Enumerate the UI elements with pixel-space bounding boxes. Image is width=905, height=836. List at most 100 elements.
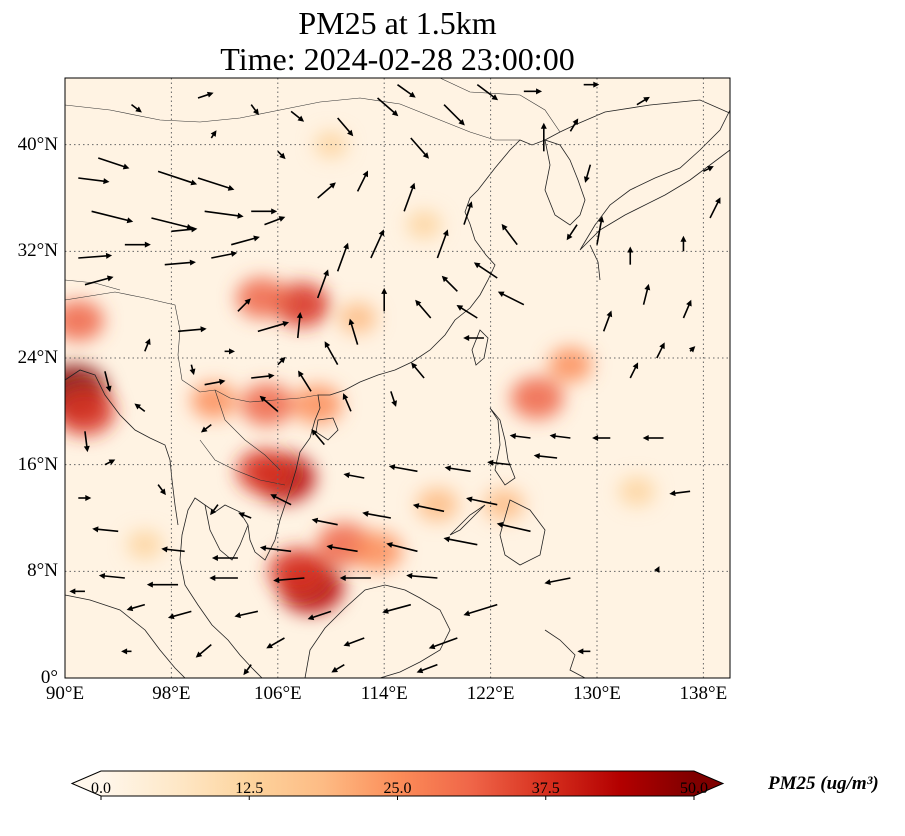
island-taiwan	[471, 329, 489, 366]
wind-arrow	[251, 373, 275, 380]
colorbar-min-extend	[72, 771, 101, 796]
wind-arrow	[250, 104, 259, 116]
wind-arrow	[171, 226, 198, 233]
wind-arrow	[259, 545, 292, 553]
island-mindanao	[499, 499, 546, 566]
wind-arrow	[680, 235, 687, 252]
latitude-tick-label: 24°N	[17, 347, 58, 368]
pm25-hotspot	[65, 387, 115, 436]
wind-arrow	[636, 96, 650, 106]
longitude-tick-label: 114°E	[360, 683, 408, 704]
wind-arrow	[410, 137, 429, 159]
island-palawan	[449, 504, 486, 536]
wind-arrow	[317, 182, 336, 199]
wind-arrow	[78, 252, 113, 259]
pm25-hotspot	[236, 449, 293, 494]
wind-arrow	[277, 356, 286, 366]
wind-arrow	[703, 166, 714, 173]
pm25-hotspot	[483, 488, 524, 521]
wind-arrow	[388, 464, 418, 473]
wind-arrow	[403, 182, 416, 212]
wind-arrow	[441, 275, 458, 292]
wind-arrow	[501, 223, 518, 246]
wind-arrow	[456, 305, 478, 319]
wind-arrow	[270, 494, 292, 506]
wind-arrow	[237, 298, 251, 312]
wind-arrow	[436, 229, 449, 259]
wind-arrow	[487, 459, 511, 466]
coastline-bay-of-bengal	[65, 369, 179, 526]
wind-arrow	[709, 197, 721, 219]
wind-arrow	[566, 224, 578, 241]
wind-arrow	[669, 490, 691, 497]
wind-arrow	[654, 566, 660, 573]
wind-arrow	[144, 338, 151, 352]
longitude-tick-label: 130°E	[573, 683, 621, 704]
wind-arrow	[544, 577, 571, 585]
wind-arrow	[234, 610, 259, 619]
wind-arrow	[463, 201, 473, 225]
wind-arrow	[224, 348, 235, 355]
border-india-china	[65, 291, 183, 381]
pm25-hotspot	[338, 302, 377, 334]
island-sumatra	[65, 594, 186, 678]
wind-arrow	[69, 588, 85, 595]
pm25-hotspot	[65, 300, 104, 342]
wind-arrow	[336, 242, 349, 272]
wind-arrow	[211, 555, 238, 561]
wind-arrow	[415, 299, 432, 319]
island-borneo	[304, 584, 451, 678]
wind-arrow	[98, 573, 125, 579]
wind-arrow	[343, 472, 365, 479]
longitude-tick-label: 90°E	[45, 683, 85, 704]
peninsula-korea	[544, 139, 586, 226]
pm25-hotspot	[236, 277, 288, 319]
wind-arrow	[197, 177, 235, 191]
wind-arrow	[629, 362, 639, 379]
latitude-tick-label: 16°N	[17, 453, 58, 475]
map-frame	[64, 77, 731, 679]
wind-arrow	[124, 241, 151, 248]
wind-arrow	[161, 546, 185, 553]
islands-japan	[579, 109, 730, 251]
wind-arrow	[549, 433, 571, 440]
wind-arrow	[382, 603, 412, 614]
wind-vectors	[69, 81, 721, 676]
pm25-hotspot	[618, 476, 656, 506]
wind-arrow	[104, 371, 112, 393]
map-title-line2: Time: 2024-02-28 23:00:00	[220, 41, 575, 77]
colorbar-label: PM25 (ug/m³)	[768, 773, 879, 794]
wind-arrow	[134, 403, 146, 412]
wind-arrow	[83, 431, 90, 453]
pm25-hotspot	[240, 383, 294, 426]
wind-arrow	[370, 229, 385, 259]
latitude-tick-label: 32°N	[17, 240, 58, 262]
wind-arrow	[311, 517, 338, 526]
gulf-of-thailand	[204, 504, 249, 561]
islands-ryukyu	[589, 244, 601, 281]
wind-arrow	[210, 130, 217, 139]
wind-arrow	[78, 177, 110, 185]
wind-arrow	[533, 453, 558, 460]
wind-arrow	[231, 235, 260, 246]
colorbar-tick-label: 25.0	[383, 780, 412, 797]
wind-arrow	[157, 170, 198, 186]
island-hainan	[315, 417, 339, 441]
island-luzon	[489, 407, 516, 486]
wind-arrow	[78, 495, 92, 501]
wind-arrow	[642, 435, 664, 441]
wind-arrow	[298, 370, 312, 392]
wind-arrow	[443, 104, 465, 126]
wind-arrow	[209, 575, 238, 581]
wind-arrow	[210, 504, 219, 516]
border-russia	[439, 78, 561, 133]
wind-arrow	[466, 496, 498, 506]
pm25-hotspot	[352, 531, 403, 572]
longitude-tick-label: 98°E	[152, 683, 191, 704]
border-laos	[214, 389, 281, 471]
wind-arrow	[342, 393, 352, 412]
wind-arrow	[296, 312, 303, 339]
island-sulawesi	[544, 629, 586, 678]
wind-arrow	[386, 542, 418, 553]
wind-arrow	[91, 210, 134, 224]
